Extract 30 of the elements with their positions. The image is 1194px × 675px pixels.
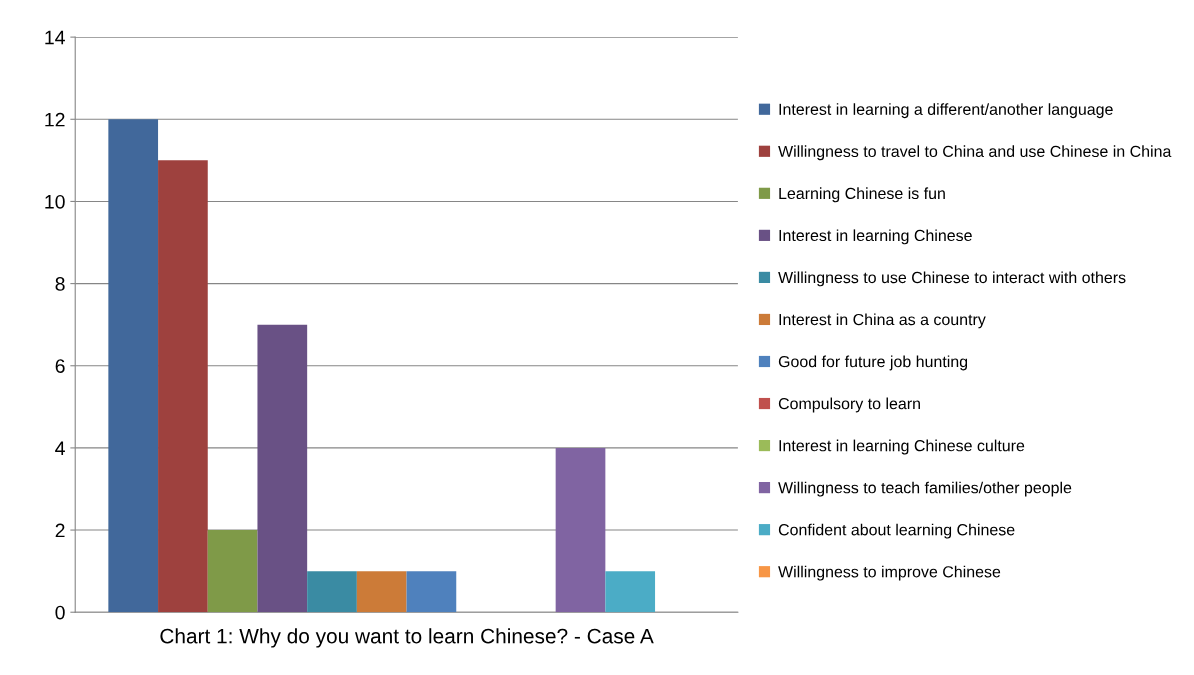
bar	[158, 160, 208, 613]
bar	[356, 571, 407, 613]
legend-label: Willingness to travel to China and use Chinese in China	[778, 145, 1172, 161]
legend-label: Interest in China as a country	[779, 313, 986, 329]
legend-label: Learning Chinese is fun	[779, 187, 945, 203]
legend-label: Compulsory to learn	[778, 397, 920, 413]
bar	[307, 571, 357, 613]
y-tick-label: 0	[55, 605, 65, 620]
y-tick-label: 4	[55, 441, 65, 455]
y-tick-label: 8	[55, 277, 65, 291]
legend-label: Confident about learning Chinese	[778, 523, 1015, 539]
bar	[108, 119, 159, 613]
y-tick-label: 14	[45, 30, 65, 45]
bar	[257, 324, 308, 613]
bar	[555, 447, 606, 613]
bar	[406, 571, 457, 613]
legend-label: Interest in learning a different/another language	[779, 103, 1113, 119]
legend-label: Willingness to improve Chinese	[778, 565, 1001, 581]
y-tick-label: 2	[55, 523, 65, 538]
legend-label: Interest in learning Chinese	[779, 229, 972, 245]
y-tick-label: 10	[45, 194, 65, 209]
legend-label: Willingness to teach families/other people	[778, 481, 1072, 497]
legend-label: Good for future job hunting	[778, 355, 968, 371]
legend-label: Interest in learning Chinese culture	[779, 439, 1025, 455]
y-tick-label: 12	[45, 112, 65, 127]
bar	[207, 530, 258, 613]
bar	[605, 571, 656, 613]
x-axis-title: Chart 1: Why do you want to learn Chinese? - Case A	[160, 628, 654, 648]
y-tick-label: 6	[55, 359, 65, 373]
legend-label: Willingness to use Chinese to interact with others	[778, 271, 1126, 287]
